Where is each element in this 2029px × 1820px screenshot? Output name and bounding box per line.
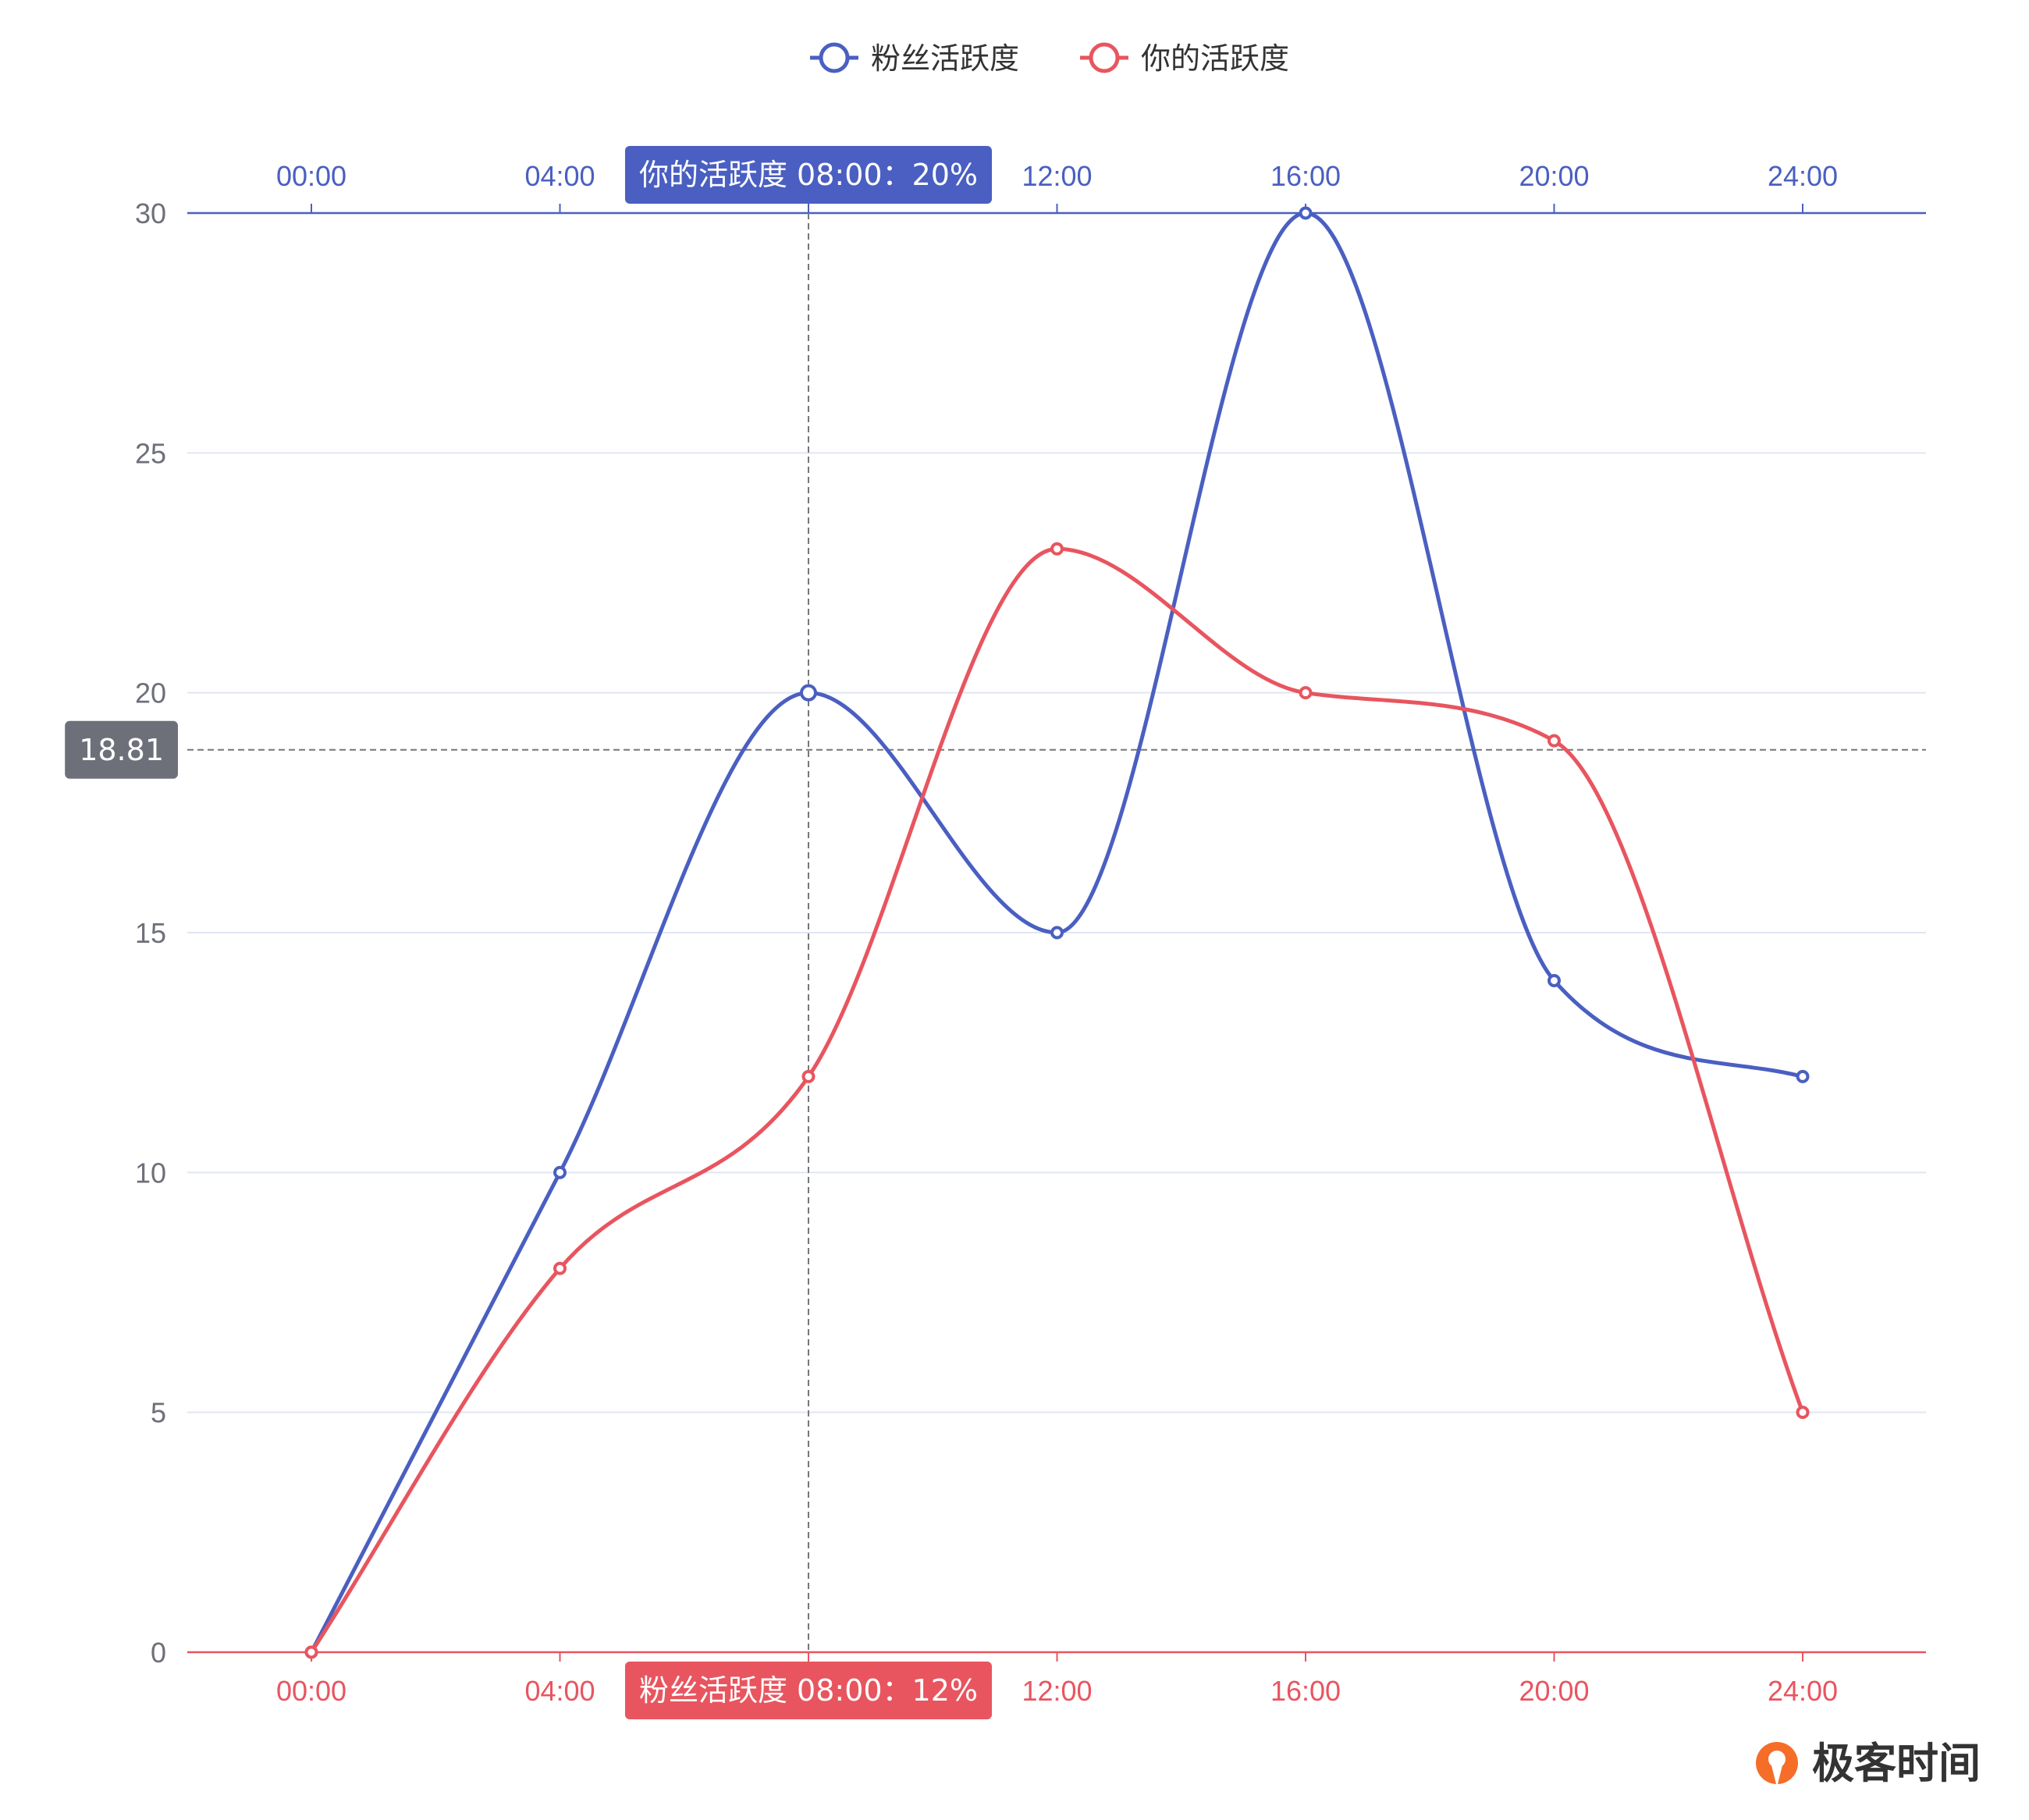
watermark-logo: 极客时间	[1756, 1739, 1981, 1788]
data-point	[1299, 686, 1313, 700]
y-tick-label: 25	[135, 437, 166, 469]
x-top-tick-label: 12:00	[1022, 160, 1092, 192]
data-point	[304, 1645, 318, 1659]
data-point	[1299, 206, 1313, 220]
data-point	[553, 1261, 567, 1275]
data-point	[1050, 926, 1064, 940]
data-point	[553, 1165, 567, 1179]
y-tick-label: 5	[151, 1397, 166, 1429]
x-top-tick-label: 04:00	[524, 160, 595, 192]
data-point	[1796, 1069, 1810, 1083]
axis-pointer-top-label-text: 你的活跃度 08:00：20%	[639, 158, 978, 192]
geek-time-logo-icon	[1756, 1742, 1798, 1787]
x-bottom-tick-label: 12:00	[1022, 1675, 1092, 1707]
y-tick-label: 0	[151, 1637, 166, 1669]
axis-pointer-labels: 你的活跃度 08:00：20% 粉丝活跃度 08:00：12% 18.81	[65, 146, 993, 1719]
data-point	[1050, 542, 1064, 556]
x-bottom-tick-label: 20:00	[1519, 1675, 1589, 1707]
data-point	[1548, 734, 1561, 748]
series-lines	[304, 206, 1810, 1659]
data-point	[801, 1069, 816, 1083]
x-bottom-tick-label: 16:00	[1270, 1675, 1341, 1707]
y-tick-label: 15	[135, 917, 166, 949]
legend-label: 粉丝活跃度	[871, 41, 1019, 76]
legend-circle-icon	[819, 42, 850, 73]
legend-circle-icon	[1089, 42, 1120, 73]
data-point	[800, 684, 817, 702]
x-bottom-tick-label: 24:00	[1768, 1675, 1838, 1707]
legend-item[interactable]: 粉丝活跃度	[810, 41, 1019, 76]
legend: 粉丝活跃度 你的活跃度	[810, 41, 1289, 76]
series-line	[309, 546, 1805, 1655]
x-top-tick-label: 24:00	[1768, 160, 1838, 192]
x-top-tick-label: 16:00	[1270, 160, 1341, 192]
axes: 05101520253000:0004:0008:0012:0016:0020:…	[135, 160, 1926, 1707]
watermark-text: 极客时间	[1812, 1739, 1981, 1788]
axis-pointer	[187, 213, 1926, 1652]
legend-label: 你的活跃度	[1141, 41, 1289, 76]
x-bottom-tick-label: 00:00	[276, 1675, 346, 1707]
y-tick-label: 30	[135, 197, 166, 229]
data-point	[1796, 1406, 1810, 1420]
y-tick-label: 20	[135, 677, 166, 709]
axis-pointer-bottom-label-text: 粉丝活跃度 08:00：12%	[639, 1673, 978, 1708]
axis-pointer-bottom-label: 粉丝活跃度 08:00：12%	[624, 1662, 993, 1719]
x-bottom-tick-label: 04:00	[524, 1675, 595, 1707]
series-group	[304, 542, 1810, 1659]
x-top-tick-label: 00:00	[276, 160, 346, 192]
x-top-tick-label: 20:00	[1519, 160, 1589, 192]
data-point	[1548, 973, 1561, 987]
axis-pointer-y-label-box	[65, 720, 178, 779]
axis-pointer-top-label-box	[624, 146, 993, 204]
axis-pointer-top-label: 你的活跃度 08:00：20%	[624, 146, 993, 204]
y-tick-label: 10	[135, 1157, 166, 1189]
axis-pointer-y-label: 18.81	[65, 720, 178, 779]
legend-item[interactable]: 你的活跃度	[1080, 41, 1289, 76]
axis-pointer-y-label-text: 18.81	[79, 733, 164, 767]
axis-pointer-bottom-label-box	[624, 1662, 993, 1719]
